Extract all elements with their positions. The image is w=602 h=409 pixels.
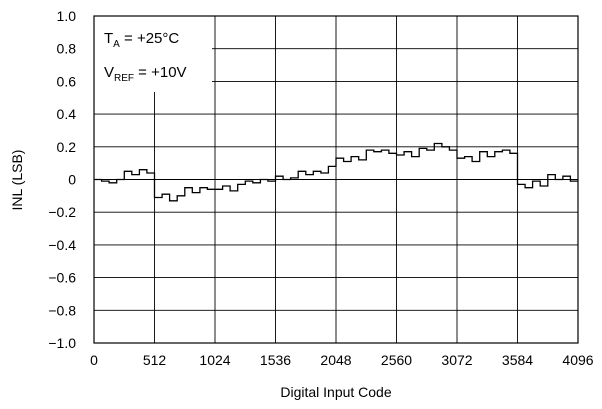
y-tick-label: 1.0 — [57, 8, 77, 24]
series-group — [94, 142, 578, 202]
y-tick-label: 0.2 — [57, 139, 77, 155]
y-tick-label: 0.6 — [57, 73, 77, 89]
y-tick-label: 0.4 — [57, 106, 77, 122]
x-axis-label: Digital Input Code — [280, 384, 392, 400]
y-tick-label: −0.6 — [48, 270, 76, 286]
y-axis-label: INL (LSB) — [9, 150, 25, 211]
grid-lines — [94, 16, 578, 343]
vref-annotation: VREF = +10V — [104, 64, 187, 84]
x-tick-label: 4096 — [562, 352, 593, 368]
ta-value: = +25°C — [120, 30, 180, 47]
vref-prefix: V — [104, 64, 114, 81]
x-tick-label: 0 — [90, 352, 98, 368]
y-tick-label: −0.8 — [48, 302, 76, 318]
x-tick-label: 512 — [143, 352, 167, 368]
y-tick-label: −0.4 — [48, 237, 76, 253]
inl-series-line — [94, 142, 578, 202]
ta-subscript: A — [113, 39, 120, 50]
vref-value: = +10V — [134, 64, 187, 81]
x-tick-label: 3584 — [502, 352, 533, 368]
y-tick-label: −0.2 — [48, 204, 76, 220]
ta-prefix: T — [104, 30, 113, 47]
x-tick-label: 1024 — [199, 352, 230, 368]
tick-labels: 0 512 1024 1536 2048 2560 3072 3584 4096 1.0 0.8 0.… — [48, 8, 593, 368]
y-tick-label: 0 — [68, 172, 76, 188]
x-tick-label: 2560 — [381, 352, 412, 368]
ta-annotation: TA = +25°C — [104, 30, 179, 50]
y-tick-label: −1.0 — [48, 335, 76, 351]
legend-box — [94, 16, 212, 92]
x-tick-label: 1536 — [260, 352, 291, 368]
y-tick-label: 0.8 — [57, 41, 77, 57]
x-tick-label: 3072 — [441, 352, 472, 368]
plot-frame — [93, 15, 579, 344]
x-tick-label: 2048 — [320, 352, 351, 368]
vref-subscript: REF — [114, 73, 134, 84]
